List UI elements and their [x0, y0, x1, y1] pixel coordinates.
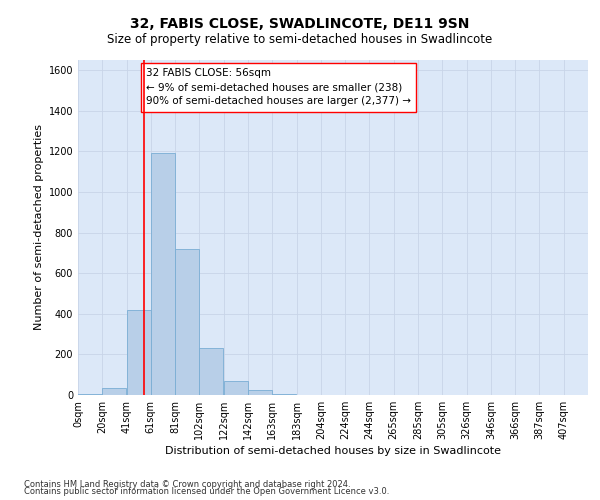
- Bar: [151, 154, 175, 395]
- Y-axis label: Number of semi-detached properties: Number of semi-detached properties: [34, 124, 44, 330]
- Text: Size of property relative to semi-detached houses in Swadlincote: Size of property relative to semi-detach…: [107, 32, 493, 46]
- Bar: [78, 394, 102, 395]
- Text: Contains public sector information licensed under the Open Government Licence v3: Contains public sector information licen…: [24, 487, 389, 496]
- Bar: [248, 390, 272, 395]
- Bar: [272, 394, 296, 395]
- Text: 32 FABIS CLOSE: 56sqm
← 9% of semi-detached houses are smaller (238)
90% of semi: 32 FABIS CLOSE: 56sqm ← 9% of semi-detac…: [146, 68, 411, 106]
- Bar: [175, 249, 199, 395]
- Bar: [127, 310, 151, 395]
- Text: 32, FABIS CLOSE, SWADLINCOTE, DE11 9SN: 32, FABIS CLOSE, SWADLINCOTE, DE11 9SN: [130, 18, 470, 32]
- X-axis label: Distribution of semi-detached houses by size in Swadlincote: Distribution of semi-detached houses by …: [165, 446, 501, 456]
- Bar: [102, 388, 127, 395]
- Bar: [199, 348, 223, 395]
- Bar: [224, 381, 248, 395]
- Text: Contains HM Land Registry data © Crown copyright and database right 2024.: Contains HM Land Registry data © Crown c…: [24, 480, 350, 489]
